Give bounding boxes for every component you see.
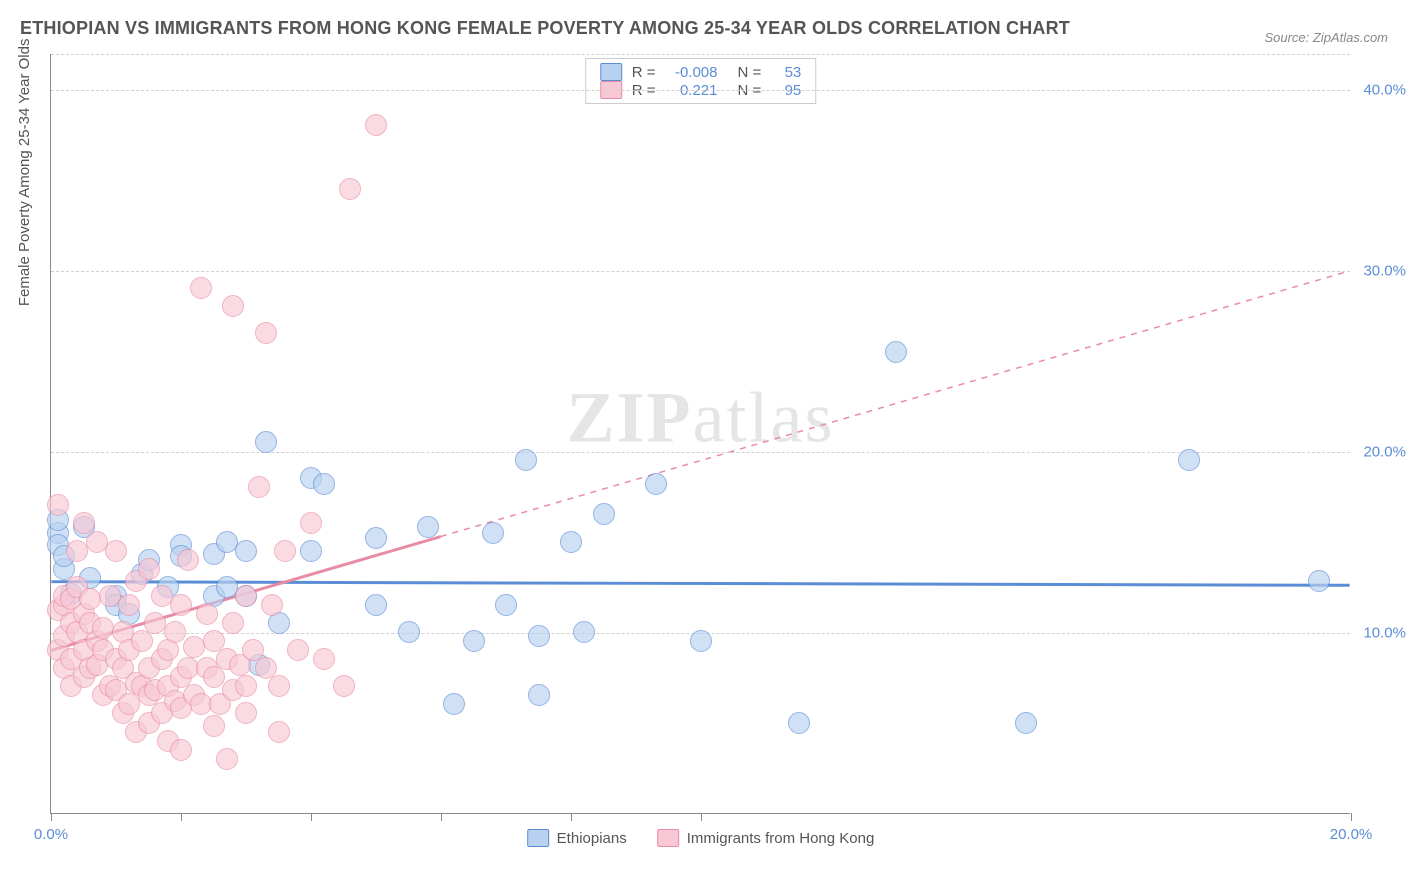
correlation-legend: R =-0.008N =53R =0.221N =95: [585, 58, 817, 104]
x-tick: [701, 813, 702, 821]
data-point: [333, 675, 355, 697]
data-point: [560, 531, 582, 553]
data-point: [255, 322, 277, 344]
data-point: [118, 594, 140, 616]
x-tick: [311, 813, 312, 821]
data-point: [203, 715, 225, 737]
data-point: [417, 516, 439, 538]
data-point: [274, 540, 296, 562]
data-point: [515, 449, 537, 471]
data-point: [47, 494, 69, 516]
legend-swatch: [600, 63, 622, 81]
gridline: [51, 452, 1350, 453]
data-point: [645, 473, 667, 495]
data-point: [573, 621, 595, 643]
data-point: [313, 648, 335, 670]
n-value: 53: [771, 64, 801, 81]
legend-swatch: [657, 829, 679, 847]
data-point: [170, 594, 192, 616]
data-point: [463, 630, 485, 652]
data-point: [300, 540, 322, 562]
data-point: [443, 693, 465, 715]
data-point: [268, 675, 290, 697]
x-tick: [441, 813, 442, 821]
x-tick: [571, 813, 572, 821]
data-point: [216, 748, 238, 770]
data-point: [222, 295, 244, 317]
data-point: [593, 503, 615, 525]
data-point: [164, 621, 186, 643]
data-point: [235, 675, 257, 697]
data-point: [268, 721, 290, 743]
data-point: [287, 639, 309, 661]
r-value: -0.008: [666, 64, 718, 81]
data-point: [190, 277, 212, 299]
data-point: [690, 630, 712, 652]
data-point: [79, 588, 101, 610]
data-point: [222, 612, 244, 634]
gridline: [51, 271, 1350, 272]
data-point: [105, 540, 127, 562]
data-point: [170, 739, 192, 761]
data-point: [235, 585, 257, 607]
n-label: N =: [738, 64, 762, 81]
y-tick-label: 40.0%: [1363, 82, 1406, 99]
data-point: [788, 712, 810, 734]
gridline: [51, 54, 1350, 55]
y-tick-label: 20.0%: [1363, 444, 1406, 461]
data-point: [1178, 449, 1200, 471]
gridline: [51, 90, 1350, 91]
y-tick-label: 30.0%: [1363, 263, 1406, 280]
data-point: [495, 594, 517, 616]
data-point: [365, 114, 387, 136]
data-point: [482, 522, 504, 544]
data-point: [300, 512, 322, 534]
chart-plot-area: ZIPatlas R =-0.008N =53R =0.221N =95 Eth…: [50, 54, 1350, 814]
data-point: [248, 476, 270, 498]
data-point: [398, 621, 420, 643]
data-point: [255, 431, 277, 453]
data-point: [528, 684, 550, 706]
legend-label: Ethiopians: [557, 830, 627, 847]
x-tick-label: 20.0%: [1330, 826, 1373, 843]
legend-item: Ethiopians: [527, 829, 627, 847]
data-point: [196, 603, 218, 625]
data-point: [235, 540, 257, 562]
data-point: [313, 473, 335, 495]
data-point: [177, 549, 199, 571]
legend-label: Immigrants from Hong Kong: [687, 830, 875, 847]
y-tick-label: 10.0%: [1363, 625, 1406, 642]
data-point: [261, 594, 283, 616]
y-axis-label: Female Poverty Among 25-34 Year Olds: [16, 39, 33, 307]
data-point: [885, 341, 907, 363]
x-tick-label: 0.0%: [34, 826, 68, 843]
data-point: [92, 617, 114, 639]
data-point: [203, 666, 225, 688]
legend-swatch: [527, 829, 549, 847]
legend-row: R = -0.008 N = 53: [600, 63, 802, 81]
data-point: [131, 630, 153, 652]
x-tick: [1351, 813, 1352, 821]
data-point: [365, 594, 387, 616]
data-point: [528, 625, 550, 647]
data-point: [138, 558, 160, 580]
data-point: [1308, 570, 1330, 592]
data-point: [365, 527, 387, 549]
trend-line-dashed: [441, 271, 1350, 537]
series-legend: Ethiopians Immigrants from Hong Kong: [527, 829, 875, 847]
data-point: [339, 178, 361, 200]
x-tick: [181, 813, 182, 821]
chart-title: ETHIOPIAN VS IMMIGRANTS FROM HONG KONG F…: [20, 18, 1070, 39]
trend-lines-layer: [51, 54, 1350, 813]
x-tick: [51, 813, 52, 821]
r-label: R =: [632, 64, 656, 81]
legend-item: Immigrants from Hong Kong: [657, 829, 875, 847]
source-attribution: Source: ZipAtlas.com: [1264, 30, 1388, 45]
data-point: [235, 702, 257, 724]
data-point: [1015, 712, 1037, 734]
watermark-text: ZIPatlas: [567, 377, 835, 460]
